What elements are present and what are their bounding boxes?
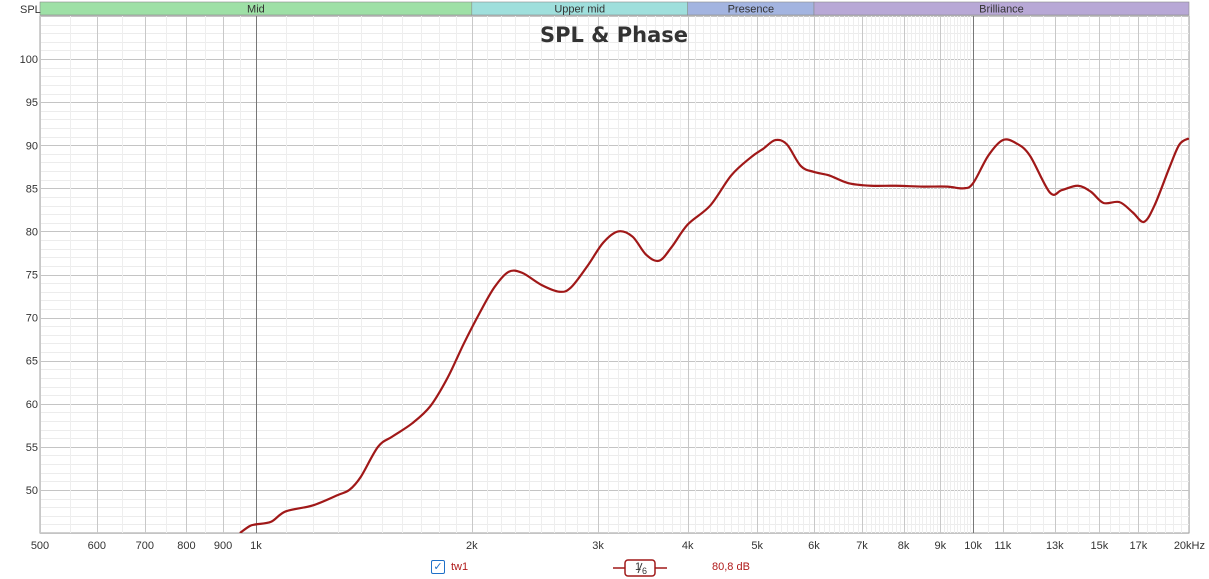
smoothing-numerator: 1 [635,561,641,573]
series-line-tw1[interactable] [239,137,1189,533]
x-tick-label: 17k [1130,540,1148,552]
x-tick-label: 6k [808,540,820,552]
band-label: Mid [247,4,265,16]
x-tick-label: 9k [934,540,946,552]
y-tick-label: 75 [26,270,38,282]
y-axis-ticks: 50 55 60 65 70 75 80 85 90 95 100 [20,54,38,497]
x-tick-label: 10k [964,540,982,552]
band-label: Presence [728,4,774,16]
band-3 [813,1,1190,16]
y-tick-label: 85 [26,183,38,195]
x-axis-ticks: 500 600 700 800 900 1k 2k 3k 4k 5k 6k 7k 8k 9k 10k 11k 1… [31,540,1205,552]
legend-series-name[interactable]: tw1 [451,561,469,573]
x-tick-label: 900 [214,540,232,552]
grid [39,15,1190,534]
x-tick-label: 13k [1046,540,1064,552]
y-axis-label: SPL [20,4,41,16]
spl-chart: Mid Upper mid Presence Brilliance SPL 50 55 6… [20,1,1205,552]
legend-smoothing-swatch[interactable]: 1 6 [613,559,667,577]
x-tick-label: 15k [1091,540,1109,552]
y-tick-label: 50 [26,485,38,497]
y-tick-label: 55 [26,442,38,454]
chart-title: SPL & Phase [540,23,688,47]
band-label: Upper mid [554,4,605,16]
x-tick-label: 4k [682,540,694,552]
x-tick-label: 7k [856,540,868,552]
x-tick-label: 700 [136,540,154,552]
y-tick-label: 60 [26,399,38,411]
legend: ✓ tw1 1 6 80,8 dB [0,558,1209,579]
y-tick-label: 80 [26,226,38,238]
y-tick-label: 70 [26,313,38,325]
y-tick-label: 65 [26,356,38,368]
x-tick-label: 800 [177,540,195,552]
y-tick-label: 100 [20,54,38,66]
band-label: Brilliance [979,4,1024,16]
y-tick-label: 90 [26,140,38,152]
y-tick-label: 95 [26,97,38,109]
frequency-band-bar: Mid Upper mid Presence Brilliance [39,1,1190,16]
legend-level-readout: 80,8 dB [712,561,750,573]
plot-area[interactable] [239,137,1189,533]
x-tick-label: 2k [466,540,478,552]
legend-checkbox[interactable]: ✓ [431,560,445,574]
x-tick-label: 1k [250,540,262,552]
x-tick-label: 11k [994,540,1011,552]
x-tick-label: 600 [88,540,106,552]
x-tick-label: 500 [31,540,49,552]
smoothing-denominator: 6 [642,566,647,576]
x-tick-label: 3k [592,540,604,552]
x-tick-label: 8k [898,540,910,552]
x-tick-label: 20kHz [1174,540,1205,552]
x-tick-label: 5k [751,540,763,552]
